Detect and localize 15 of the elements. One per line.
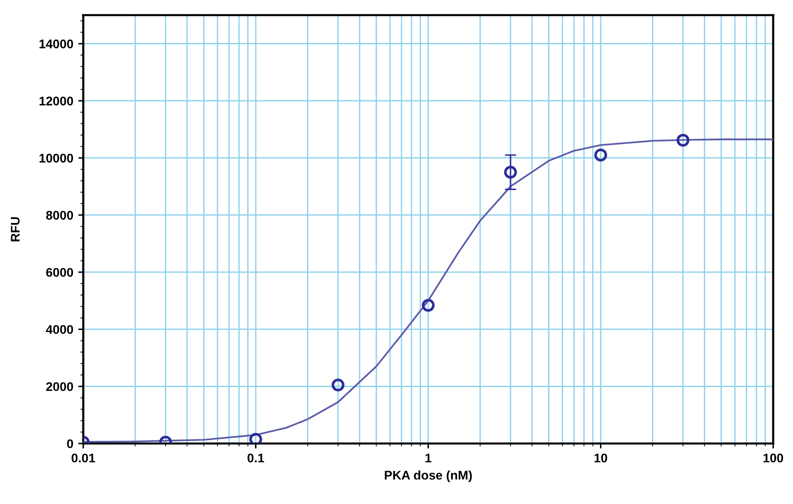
- y-tick-label: 10000: [40, 154, 74, 163]
- x-tick-label: 1: [426, 454, 432, 462]
- x-tick-label: 100: [764, 454, 784, 462]
- y-tick-label: 0: [67, 439, 74, 448]
- y-axis-title: RFU: [10, 217, 20, 242]
- y-tick-label: 2000: [46, 382, 74, 392]
- x-tick-label: 10: [594, 454, 608, 462]
- y-tick-label: 8000: [46, 210, 74, 220]
- y-tick-label: 4000: [46, 325, 74, 334]
- x-tick-label: 0.01: [72, 454, 96, 462]
- y-tick-label: 14000: [40, 39, 74, 48]
- x-axis-title: PKA dose (nM): [384, 470, 472, 482]
- x-tick-label: 0.1: [248, 454, 264, 462]
- y-tick-label: 12000: [40, 96, 74, 106]
- y-tick-label: 6000: [46, 268, 74, 277]
